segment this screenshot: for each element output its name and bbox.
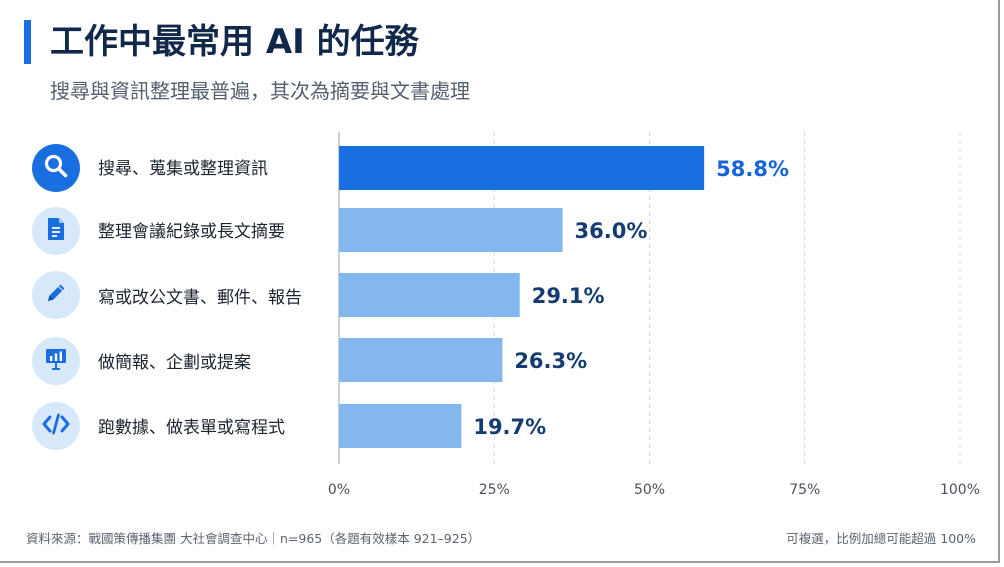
x-tick-label-4: 100%: [940, 482, 980, 498]
row-icon-2: [32, 271, 80, 319]
bar-1: [339, 208, 563, 252]
category-label-2: 寫或改公文書、郵件、報告: [98, 288, 302, 308]
category-label-3: 做簡報、企劃或提案: [98, 353, 251, 373]
row-icon-3: [32, 337, 80, 385]
chart-subtitle: 搜尋與資訊整理最普遍，其次為摘要與文書處理: [50, 79, 470, 103]
multi-select-note: 可複選，比例加總可能超過 100%: [786, 531, 976, 546]
presentation-icon: [43, 346, 69, 376]
value-label-2: 29.1%: [532, 284, 605, 308]
row-icon-1: [32, 207, 80, 255]
row-icon-4: [32, 402, 80, 450]
x-tick-label-1: 25%: [479, 482, 510, 498]
value-label-0: 58.8%: [716, 157, 789, 181]
code-icon: [41, 411, 71, 441]
value-label-4: 19.7%: [473, 415, 546, 439]
x-tick-label-2: 50%: [634, 482, 665, 498]
bar-4: [339, 404, 462, 448]
category-label-1: 整理會議紀錄或長文摘要: [98, 222, 285, 242]
title-accent-bar: [24, 20, 31, 64]
bar-3: [339, 338, 503, 382]
x-tick-label-3: 75%: [789, 482, 820, 498]
document-icon: [44, 216, 68, 246]
value-label-3: 26.3%: [514, 349, 587, 373]
pencil-icon: [43, 280, 69, 310]
value-label-1: 36.0%: [575, 219, 648, 243]
row-icon-0: [32, 144, 80, 192]
search-icon: [43, 153, 69, 183]
x-tick-label-0: 0%: [328, 482, 350, 498]
value-labels: 58.8% 36.0% 29.1% 26.3% 19.7%: [473, 157, 789, 439]
bar-2: [339, 273, 520, 317]
chart-title: 工作中最常用 AI 的任務: [50, 22, 419, 62]
bar-0: [339, 146, 705, 190]
category-label-0: 搜尋、蒐集或整理資訊: [98, 159, 268, 179]
x-axis-ticks: 0% 25% 50% 75% 100%: [328, 482, 980, 498]
category-label-4: 跑數據、做表單或寫程式: [98, 418, 285, 438]
bars: [339, 146, 705, 448]
source-note: 資料來源：戰國策傳播集團 大社會調查中心｜n=965（各題有效樣本 921–92…: [26, 531, 481, 546]
